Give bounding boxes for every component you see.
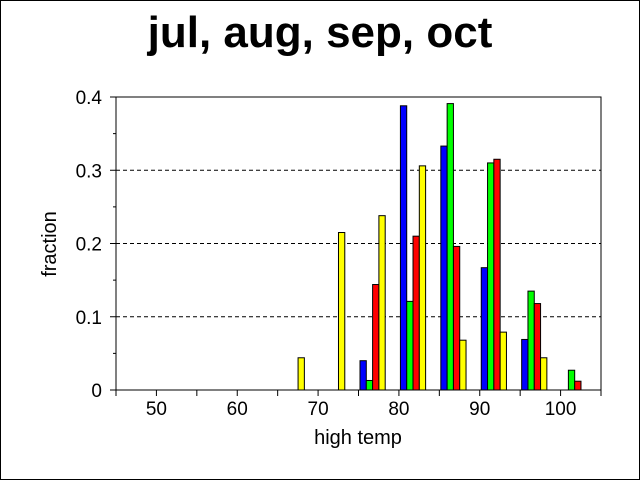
bar (452, 245, 461, 391)
bar (359, 360, 367, 391)
bar (440, 145, 448, 391)
bar (527, 290, 535, 391)
y-tick-label: 0.1 (76, 308, 102, 329)
y-tick-label: 0.4 (76, 88, 103, 109)
bar (406, 300, 414, 391)
bar (567, 369, 576, 391)
bar (574, 380, 582, 391)
x-tick-label: 70 (308, 399, 329, 420)
bar (493, 158, 501, 391)
bar (378, 215, 386, 391)
bar (487, 162, 495, 391)
x-axis-label: high temp (314, 427, 402, 449)
bar (337, 232, 346, 391)
bar (372, 284, 380, 391)
y-tick-label: 0.3 (76, 161, 102, 182)
bars-layer (297, 103, 582, 391)
bar (446, 103, 454, 391)
grid-layer (116, 169, 601, 318)
bar (533, 303, 542, 391)
axes-layer: 0 0.1 0.2 0.3 0.4 50 60 70 80 90 100 (76, 88, 602, 420)
chart-title: jul, aug, sep, oct (147, 8, 493, 57)
x-tick-label: 90 (469, 399, 490, 420)
bar (418, 165, 427, 391)
bar (365, 379, 374, 391)
x-tick-label: 60 (227, 399, 248, 420)
bar (540, 357, 548, 391)
bar (499, 331, 507, 391)
bar (399, 105, 408, 391)
bar (297, 357, 305, 391)
bar (459, 339, 467, 391)
y-tick-label: 0 (91, 381, 102, 402)
bar (412, 235, 420, 391)
x-tick-label: 50 (146, 399, 167, 420)
x-tick-label: 100 (545, 399, 577, 420)
x-tick-label: 80 (388, 399, 409, 420)
y-tick-label: 0.2 (76, 235, 102, 256)
y-axis-label: fraction (39, 211, 61, 277)
bar (521, 338, 529, 391)
bar (480, 267, 489, 391)
